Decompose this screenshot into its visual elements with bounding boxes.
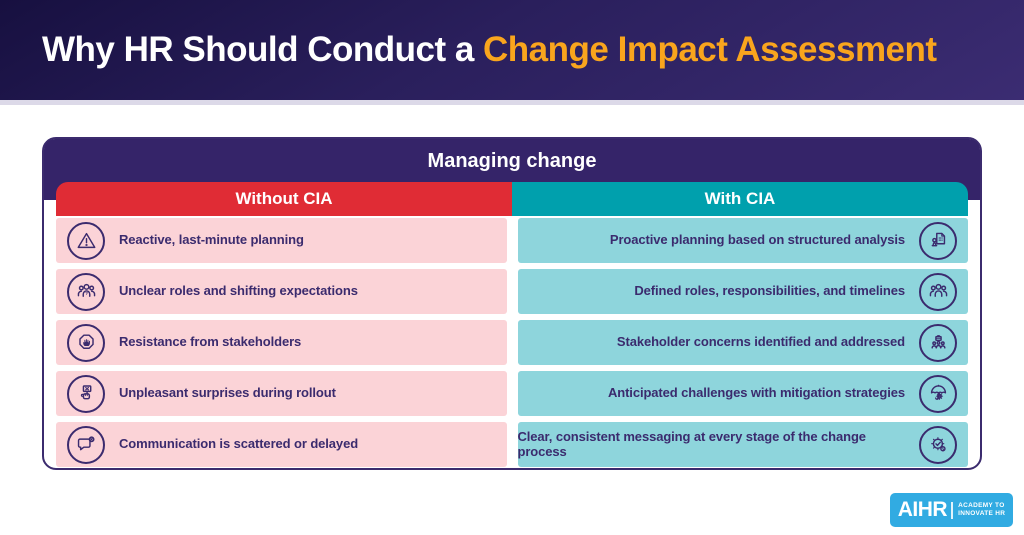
without-cia-label: Communication is scattered or delayed xyxy=(119,436,359,452)
strategy-document-icon xyxy=(919,221,957,260)
aihr-logo-word: AIHR xyxy=(897,498,948,521)
aihr-logo: AIHR ACADEMY TO INNOVATE HR xyxy=(890,493,1013,527)
with-cia-cell: Anticipated challenges with mitigation s… xyxy=(517,371,968,416)
team-icon xyxy=(919,272,957,311)
without-cia-label: Unpleasant surprises during rollout xyxy=(119,385,336,401)
table-row: Unpleasant surprises during rollout Antic… xyxy=(56,371,968,416)
column-header-without-cia: Without CIA xyxy=(56,182,512,216)
logo-divider xyxy=(951,501,954,519)
with-cia-cell: Defined roles, responsibilities, and tim… xyxy=(517,269,968,314)
without-cia-label: Reactive, last-minute planning xyxy=(119,232,304,248)
logo-tagline-line2: INNOVATE HR xyxy=(958,510,1006,517)
stakeholders-icon xyxy=(919,323,957,362)
table-title: Managing change xyxy=(427,150,597,172)
without-cia-cell: Unpleasant surprises during rollout xyxy=(56,371,507,416)
with-cia-label: Anticipated challenges with mitigation s… xyxy=(607,385,905,401)
without-cia-cell: Communication is scattered or delayed xyxy=(56,422,507,467)
rejected-sign-icon xyxy=(67,374,105,413)
table-row: Resistance from stakeholders Stakeholder … xyxy=(56,320,968,365)
with-cia-cell: Stakeholder concerns identified and addr… xyxy=(517,320,968,365)
table-row: ? Unclear roles and shifting expectations… xyxy=(56,269,968,314)
without-cia-cell: Resistance from stakeholders xyxy=(56,320,507,365)
with-cia-label: Defined roles, responsibilities, and tim… xyxy=(634,283,905,299)
with-cia-cell: Proactive planning based on structured a… xyxy=(517,218,968,263)
hero-banner: Why HR Should Conduct a Change Impact As… xyxy=(0,0,1024,105)
column-headers: Without CIA With CIA xyxy=(56,182,968,216)
table-row: Communication is scattered or delayed Cle… xyxy=(56,422,968,467)
with-cia-label: Clear, consistent messaging at every sta… xyxy=(517,429,867,459)
table-rows: Reactive, last-minute planning Proactive … xyxy=(56,218,968,467)
comparison-table: Managing change Without CIA With CIA Rea… xyxy=(42,137,982,470)
page-title-plain: Why HR Should Conduct a xyxy=(42,30,484,69)
with-cia-label: Stakeholder concerns identified and addr… xyxy=(616,334,905,350)
column-header-with-cia: With CIA xyxy=(512,182,968,216)
page-title-accent: Change Impact Assessment xyxy=(483,30,937,69)
umbrella-gear-icon xyxy=(919,374,957,413)
without-cia-cell: Reactive, last-minute planning xyxy=(56,218,507,263)
gear-check-icon xyxy=(919,425,957,464)
chat-error-icon xyxy=(67,425,105,464)
without-cia-label: Resistance from stakeholders xyxy=(119,334,302,350)
with-cia-cell: Clear, consistent messaging at every sta… xyxy=(517,422,968,467)
svg-text:?: ? xyxy=(85,291,88,297)
warning-triangle-icon xyxy=(67,221,105,260)
table-row: Reactive, last-minute planning Proactive … xyxy=(56,218,968,263)
stop-hand-icon xyxy=(67,323,105,362)
page-title: Why HR Should Conduct a Change Impact As… xyxy=(42,30,937,70)
without-cia-cell: ? Unclear roles and shifting expectations xyxy=(56,269,507,314)
team-question-icon: ? xyxy=(67,272,105,311)
logo-tagline-line1: ACADEMY TO xyxy=(958,502,1005,509)
without-cia-label: Unclear roles and shifting expectations xyxy=(119,283,358,299)
aihr-logo-tagline: ACADEMY TO INNOVATE HR xyxy=(958,502,1005,518)
with-cia-label: Proactive planning based on structured a… xyxy=(609,232,905,248)
